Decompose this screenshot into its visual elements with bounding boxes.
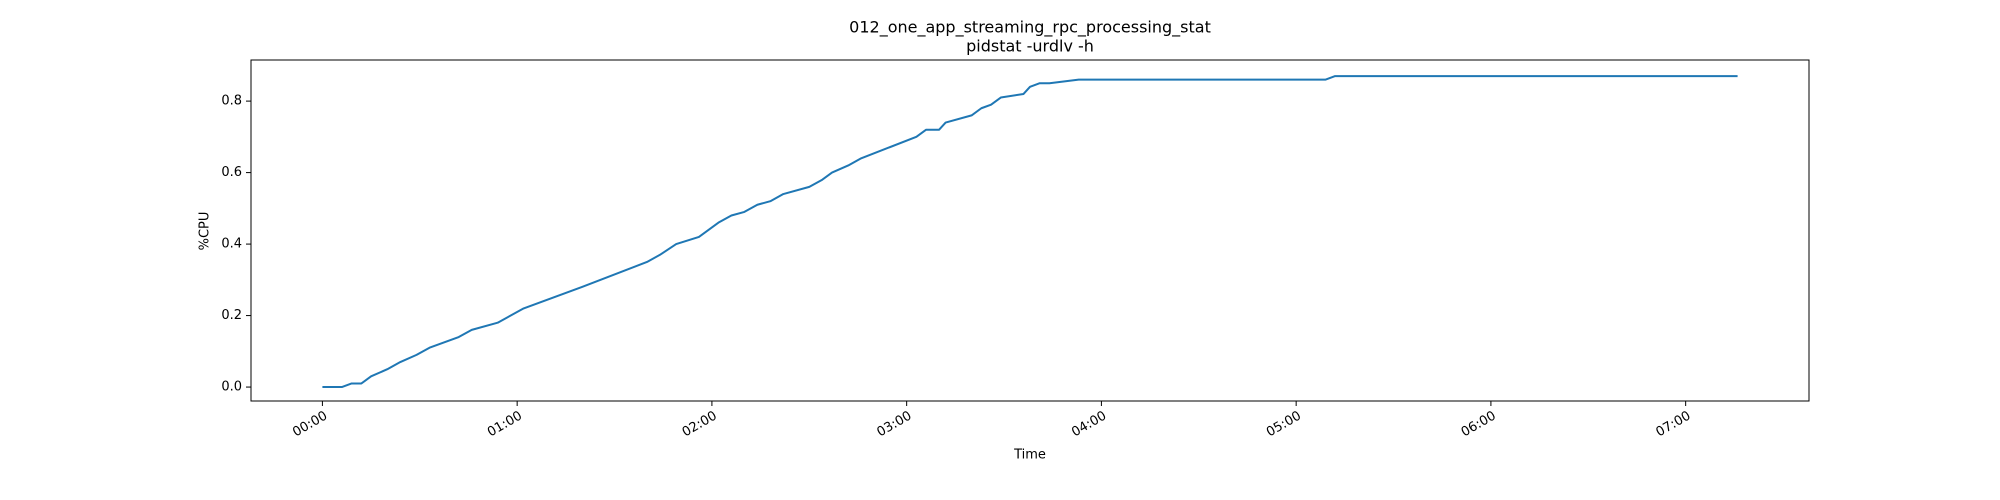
x-tick-label: 00:00	[290, 409, 330, 441]
y-tick-label: 0.4	[221, 237, 242, 252]
x-tick-label: 01:00	[485, 409, 525, 441]
x-axis-label: Time	[1013, 448, 1046, 463]
plot-frame	[250, 59, 1810, 402]
x-tick-label: 03:00	[874, 409, 914, 441]
chart-title: 012_one_app_streaming_rpc_processing_sta…	[849, 18, 1211, 38]
y-axis-label: %CPU	[198, 212, 213, 251]
x-tick-label: 06:00	[1459, 409, 1499, 441]
y-tick-label: 0.8	[221, 94, 242, 109]
y-tick-label: 0.0	[221, 380, 242, 395]
y-tick-label: 0.6	[221, 165, 242, 180]
x-tick-label: 05:00	[1264, 409, 1304, 441]
chart-subtitle: pidstat -urdlv -h	[966, 37, 1094, 56]
x-tick-label: 04:00	[1069, 409, 1109, 441]
data-line	[322, 75, 1738, 389]
x-tick-label: 02:00	[680, 409, 720, 441]
y-tick-label: 0.2	[221, 308, 242, 323]
x-tick-label: 07:00	[1653, 409, 1693, 441]
